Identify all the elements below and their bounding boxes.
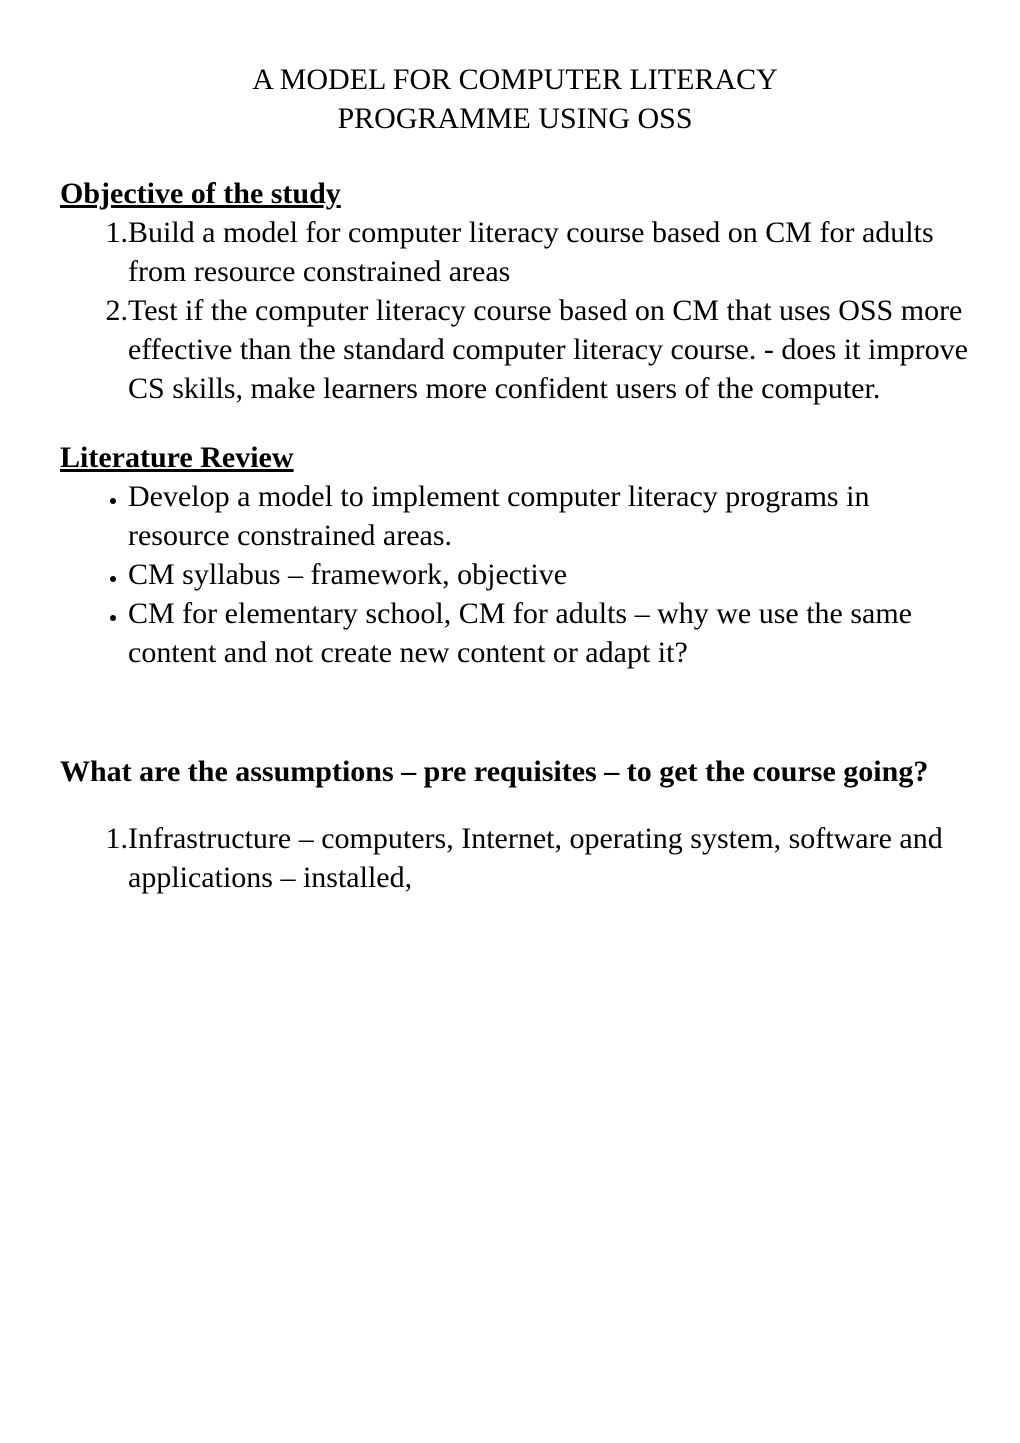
list-item: Infrastructure – computers, Internet, op… — [128, 819, 970, 897]
assumptions-list: Infrastructure – computers, Internet, op… — [60, 819, 970, 897]
objective-list: Build a model for computer literacy cour… — [60, 213, 970, 408]
title-line1: A MODEL FOR COMPUTER LITERACY — [252, 63, 778, 96]
literature-heading: Literature Review — [60, 438, 970, 477]
assumptions-heading: What are the assumptions – pre requisite… — [60, 752, 970, 791]
list-item: Develop a model to implement computer li… — [128, 477, 970, 555]
objective-heading: Objective of the study — [60, 174, 970, 213]
literature-list: Develop a model to implement computer li… — [60, 477, 970, 672]
list-item: CM syllabus – framework, objective — [128, 555, 970, 594]
list-item: Build a model for computer literacy cour… — [128, 213, 970, 291]
list-item: CM for elementary school, CM for adults … — [128, 594, 970, 672]
list-item: Test if the computer literacy course bas… — [128, 291, 970, 408]
title-line2: PROGRAMME USING OSS — [337, 102, 692, 135]
document-title: A MODEL FOR COMPUTER LITERACY PROGRAMME … — [60, 60, 970, 138]
